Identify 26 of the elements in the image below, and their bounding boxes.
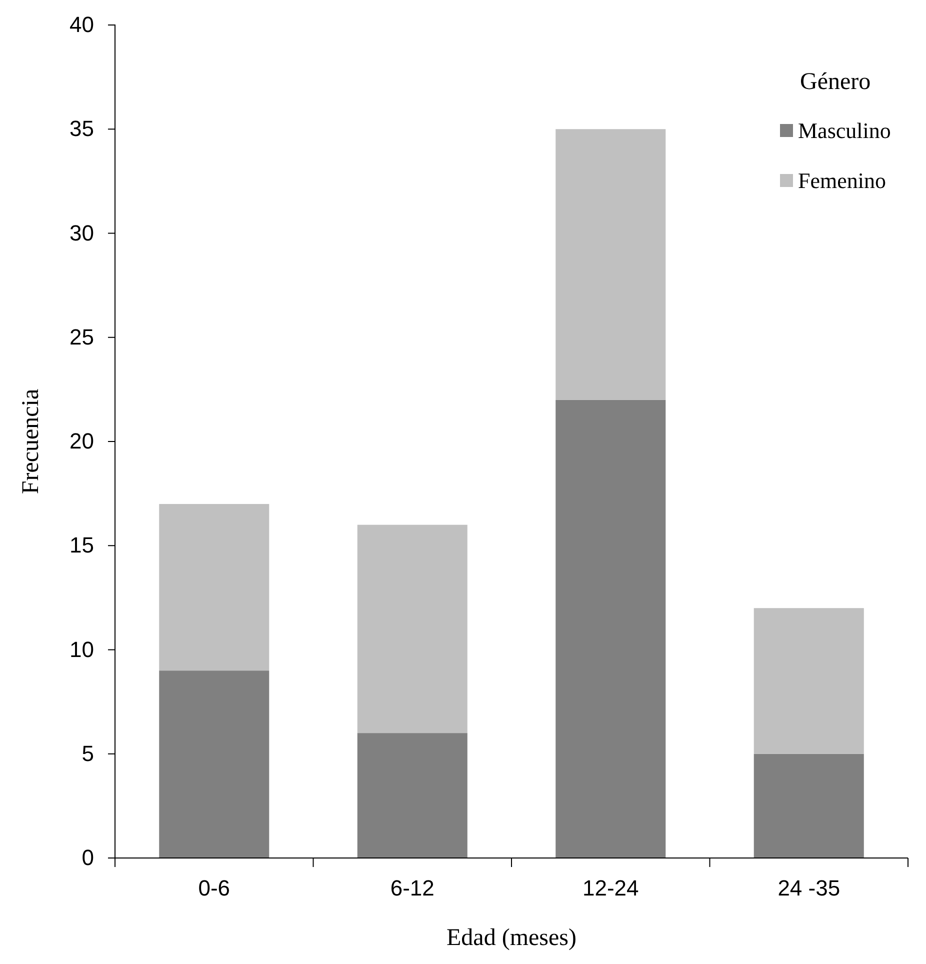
- x-tick-label: 0-6: [198, 876, 230, 901]
- y-tick-label: 0: [82, 845, 94, 870]
- bar: [556, 129, 666, 400]
- bar: [556, 400, 666, 858]
- y-tick-label: 20: [70, 428, 94, 454]
- bar: [754, 608, 864, 754]
- legend-label: Femenino: [798, 168, 886, 193]
- y-tick-label: 5: [82, 740, 94, 766]
- legend-title: Género: [800, 69, 871, 95]
- y-tick-label: 15: [70, 532, 94, 558]
- x-axis-title: Edad (meses): [446, 925, 576, 951]
- y-tick-label: 40: [70, 12, 94, 38]
- y-axis-title: Frecuencia: [18, 388, 44, 494]
- y-tick-label: 10: [70, 636, 94, 662]
- bar: [754, 754, 864, 858]
- y-tick-label: 30: [70, 220, 94, 246]
- bar: [159, 504, 270, 671]
- x-tick-label: 24 -35: [778, 876, 840, 901]
- bar: [357, 524, 468, 734]
- x-tick-label: 12-24: [582, 876, 639, 901]
- bar: [357, 733, 468, 858]
- y-tick-label: 35: [70, 116, 94, 142]
- y-tick-label: 25: [70, 324, 94, 350]
- x-tick-label: 6-12: [390, 876, 434, 901]
- legend-label: Masculino: [798, 118, 891, 143]
- bar: [159, 670, 270, 858]
